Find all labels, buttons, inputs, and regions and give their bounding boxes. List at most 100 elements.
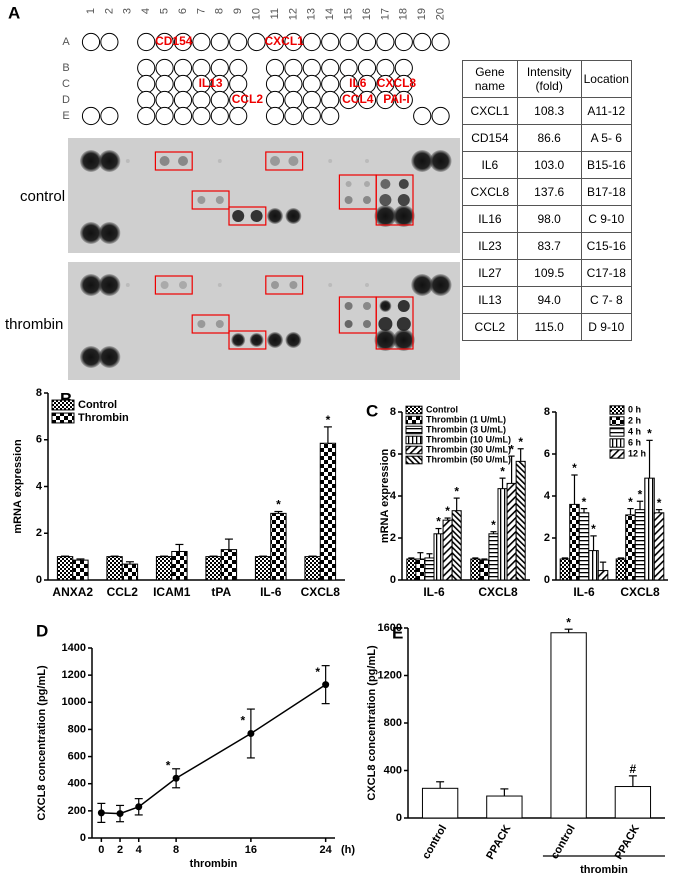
array-spot xyxy=(137,32,156,52)
legend-swatch xyxy=(405,425,423,435)
array-spot xyxy=(321,74,340,94)
table-row: CXCL1 108.3 A11-12 xyxy=(462,97,633,125)
array-spot xyxy=(302,74,321,94)
data-point xyxy=(172,774,180,782)
array-spot xyxy=(192,58,211,78)
array-spot xyxy=(173,74,193,94)
table-cell: 137.6 xyxy=(516,178,582,206)
array-spot xyxy=(137,74,156,94)
blot-spot xyxy=(179,281,187,289)
x-tick-label: 0 xyxy=(98,844,104,856)
table-cell: IL16 xyxy=(462,205,518,233)
array-spot xyxy=(100,32,119,52)
blot-spot xyxy=(232,210,245,222)
bar xyxy=(634,509,646,581)
x-tick-label: 16 xyxy=(245,844,257,856)
column-number: 3 xyxy=(122,8,134,14)
y-axis-label: mRNA expression xyxy=(379,449,391,544)
array-spot xyxy=(173,58,193,78)
bar xyxy=(479,559,490,581)
table-cell: 94.0 xyxy=(516,286,582,314)
bar xyxy=(415,558,426,581)
bar xyxy=(550,632,587,819)
row-letter: B xyxy=(62,62,69,74)
significance-mark: * xyxy=(657,496,662,510)
gene-label: CCL4 xyxy=(342,92,374,106)
gene-label: PAI-I xyxy=(383,92,409,106)
y-tick-label: 0 xyxy=(390,574,396,586)
array-spot xyxy=(265,106,285,126)
gene-label: CCL2 xyxy=(232,92,264,106)
gene-label: IL6 xyxy=(349,76,367,90)
x-tick-label: PPACK xyxy=(484,823,513,862)
panel-label: E xyxy=(392,623,403,642)
significance-mark: * xyxy=(566,615,571,629)
y-tick-label: 8 xyxy=(390,406,396,418)
bar xyxy=(155,556,173,581)
legend-label: Thrombin (30 U/mL) xyxy=(426,444,511,454)
table-header-cell: Intensity (fold) xyxy=(516,60,582,98)
array-spot xyxy=(394,90,413,110)
blot-spot xyxy=(249,333,264,347)
highlight-box xyxy=(265,151,304,171)
table-cell: IL6 xyxy=(462,151,518,179)
column-number: 6 xyxy=(177,8,189,14)
array-spot xyxy=(413,106,432,126)
highlight-box xyxy=(265,275,304,295)
table-cell: IL23 xyxy=(462,232,518,260)
y-tick-label: 200 xyxy=(68,805,86,817)
column-number: 4 xyxy=(140,8,152,14)
column-number: 5 xyxy=(159,8,171,14)
array-spot xyxy=(321,32,340,52)
column-number: 7 xyxy=(195,8,207,14)
significance-mark: * xyxy=(491,518,496,532)
y-tick-label: 2 xyxy=(36,527,42,539)
blot-spot xyxy=(392,329,415,351)
highlight-box xyxy=(191,314,230,334)
array-spot xyxy=(357,58,377,78)
blot-spot xyxy=(374,329,397,351)
y-tick-label: 0 xyxy=(80,832,86,844)
significance-mark: * xyxy=(518,435,523,449)
array-spot xyxy=(302,58,321,78)
bar xyxy=(559,558,571,581)
array-spot xyxy=(376,32,395,52)
highlight-box xyxy=(375,174,414,226)
significance-mark: * xyxy=(241,714,246,728)
y-tick-label: 1600 xyxy=(378,622,402,634)
row-letter: A xyxy=(62,36,70,48)
array-spot xyxy=(100,106,119,126)
array-spot xyxy=(321,106,340,126)
array-spot xyxy=(229,58,248,78)
legend-label: 12 h xyxy=(628,448,646,458)
y-tick-label: 2 xyxy=(390,532,396,544)
table-cell: 103.0 xyxy=(516,151,582,179)
gene-label: CD154 xyxy=(155,34,193,48)
bar xyxy=(106,556,123,581)
array-spot xyxy=(192,32,211,52)
legend-label: 0 h xyxy=(628,404,641,414)
bar xyxy=(625,514,636,581)
array-spot xyxy=(210,90,229,110)
array-spot xyxy=(284,58,303,78)
blot-spot xyxy=(80,222,102,244)
column-number: 10 xyxy=(251,8,263,20)
blot-spot xyxy=(345,181,352,187)
blot-spot xyxy=(379,300,392,312)
table-cell: IL27 xyxy=(462,259,518,287)
y-axis-label: CXCL8 concentration (pg/mL) xyxy=(366,645,378,801)
table-cell: C 7- 8 xyxy=(580,286,633,314)
column-number: 1 xyxy=(85,8,97,14)
y-tick-label: 4 xyxy=(544,490,551,502)
table-cell: B15-16 xyxy=(580,151,633,179)
table-cell: A 5- 6 xyxy=(580,124,633,152)
bar xyxy=(205,556,222,581)
data-point xyxy=(247,730,255,737)
blot-spot xyxy=(364,181,370,187)
blot-spot xyxy=(365,283,369,287)
bar xyxy=(220,549,238,581)
legend-swatch xyxy=(609,416,625,426)
legend-swatch xyxy=(405,415,423,425)
